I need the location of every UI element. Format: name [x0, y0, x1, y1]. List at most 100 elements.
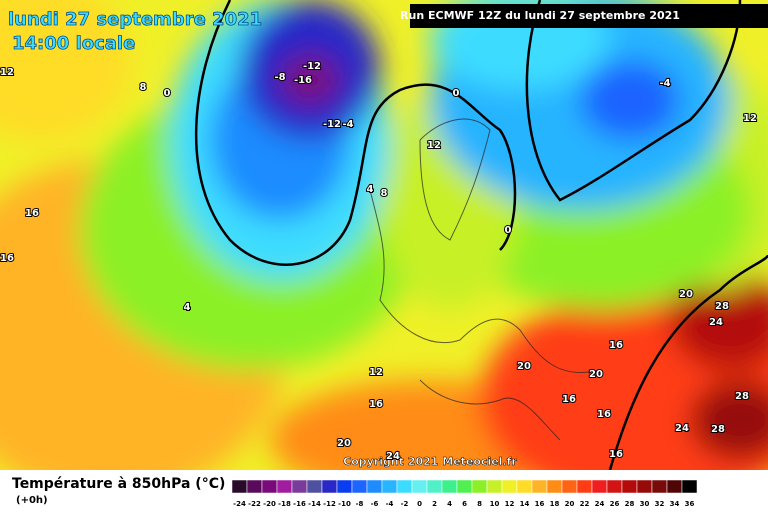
- scale-swatch: [666, 479, 683, 494]
- scale-swatch: [276, 479, 293, 494]
- scale-label: 0: [417, 500, 422, 508]
- scale-label: -20: [263, 500, 276, 508]
- scale-swatch: [261, 479, 278, 494]
- scale-swatch: [381, 479, 398, 494]
- scale-swatch: [621, 479, 638, 494]
- contour-label: 16: [609, 340, 623, 351]
- contour-label: 16: [25, 208, 39, 219]
- contour-label: 16: [562, 394, 576, 405]
- scale-swatch: [336, 479, 353, 494]
- scale-swatch: [681, 479, 698, 494]
- contour-label: -12: [323, 119, 341, 130]
- scale-label: -6: [371, 500, 379, 508]
- scale-swatch: [576, 479, 593, 494]
- contour-label: -8: [274, 72, 285, 83]
- scale-label: 22: [580, 500, 590, 508]
- contour-label: 16: [369, 399, 383, 410]
- scale-swatch: [501, 479, 518, 494]
- scale-label: 12: [505, 500, 515, 508]
- legend-step: (+0h): [16, 495, 48, 506]
- scale-label: -4: [386, 500, 394, 508]
- coastlines: [369, 118, 601, 441]
- map-time: 14:00 locale: [12, 33, 135, 54]
- scale-swatch: [651, 479, 668, 494]
- scale-label: 18: [550, 500, 560, 508]
- scale-label: 32: [655, 500, 665, 508]
- contour-label: 28: [715, 301, 729, 312]
- scale-swatch: [456, 479, 473, 494]
- scale-label: 10: [490, 500, 500, 508]
- scale-label: 14: [520, 500, 530, 508]
- scale-label: 28: [625, 500, 635, 508]
- scale-label: 8: [477, 500, 482, 508]
- scale-label: 2: [432, 500, 437, 508]
- scale-label: 30: [640, 500, 650, 508]
- contour-label: 12: [427, 140, 441, 151]
- scale-swatch: [546, 479, 563, 494]
- contour-label: 28: [711, 424, 725, 435]
- scale-swatch: [231, 479, 248, 494]
- scale-swatch: [561, 479, 578, 494]
- legend-title: Température à 850hPa (°C): [12, 476, 225, 492]
- scale-label: 24: [595, 500, 605, 508]
- contour-label: -4: [342, 119, 353, 130]
- scale-swatch: [411, 479, 428, 494]
- contour-label: 20: [589, 369, 603, 380]
- contour-label: 20: [337, 438, 351, 449]
- contour-label: 0: [164, 88, 171, 99]
- scale-label: -8: [356, 500, 364, 508]
- contour-label: 12: [369, 367, 383, 378]
- contour-label: 8: [140, 82, 147, 93]
- contour-label: 24: [675, 423, 689, 434]
- zero-isotherm: [194, 0, 768, 470]
- contour-label: -12: [303, 61, 321, 72]
- scale-swatch: [351, 479, 368, 494]
- scale-swatch: [291, 479, 308, 494]
- scale-swatch: [321, 479, 338, 494]
- scale-swatch: [441, 479, 458, 494]
- contour-label: 12: [0, 67, 14, 78]
- run-info: Run ECMWF 12Z du lundi 27 septembre 2021: [400, 9, 680, 22]
- contour-label: 12: [743, 113, 757, 124]
- scale-swatch: [396, 479, 413, 494]
- scale-label: 36: [685, 500, 695, 508]
- contour-label: -16: [294, 75, 312, 86]
- scale-swatch: [531, 479, 548, 494]
- scale-swatch: [606, 479, 623, 494]
- scale-swatch: [306, 479, 323, 494]
- contour-label: 20: [517, 361, 531, 372]
- scale-swatch: [426, 479, 443, 494]
- contour-label: 16: [609, 449, 623, 460]
- scale-label: -10: [338, 500, 351, 508]
- scale-label: -22: [248, 500, 261, 508]
- run-banner: [410, 4, 768, 28]
- scale-label: -18: [278, 500, 291, 508]
- contour-label: 4: [184, 302, 191, 313]
- contour-label: 24: [709, 317, 723, 328]
- contour-label: 16: [0, 253, 14, 264]
- scale-swatch: [471, 479, 488, 494]
- contour-label: 16: [597, 409, 611, 420]
- contour-label: 8: [381, 188, 388, 199]
- scale-label: 4: [447, 500, 452, 508]
- scale-label: 16: [535, 500, 545, 508]
- contour-label: 0: [505, 225, 512, 236]
- scale-label: 26: [610, 500, 620, 508]
- scale-label: 34: [670, 500, 680, 508]
- scale-label: -12: [323, 500, 336, 508]
- color-scale: -24 -22 -20 -18 -16 -14 -12 -10 -8 -6 -4 -2 0 2 4 6 8 10 1…: [231, 479, 698, 508]
- contour-label: 24: [386, 451, 400, 462]
- contour-label: 20: [679, 289, 693, 300]
- contour-label: 28: [735, 391, 749, 402]
- scale-label: 6: [462, 500, 467, 508]
- copyright: Copyright 2021 Meteociel.fr: [343, 455, 517, 468]
- scale-label: -14: [308, 500, 321, 508]
- scale-swatch: [246, 479, 263, 494]
- map-date: lundi 27 septembre 2021: [8, 9, 262, 30]
- scale-label: 20: [565, 500, 575, 508]
- contour-label: 4: [367, 184, 374, 195]
- scale-swatch: [591, 479, 608, 494]
- scale-label: -2: [401, 500, 409, 508]
